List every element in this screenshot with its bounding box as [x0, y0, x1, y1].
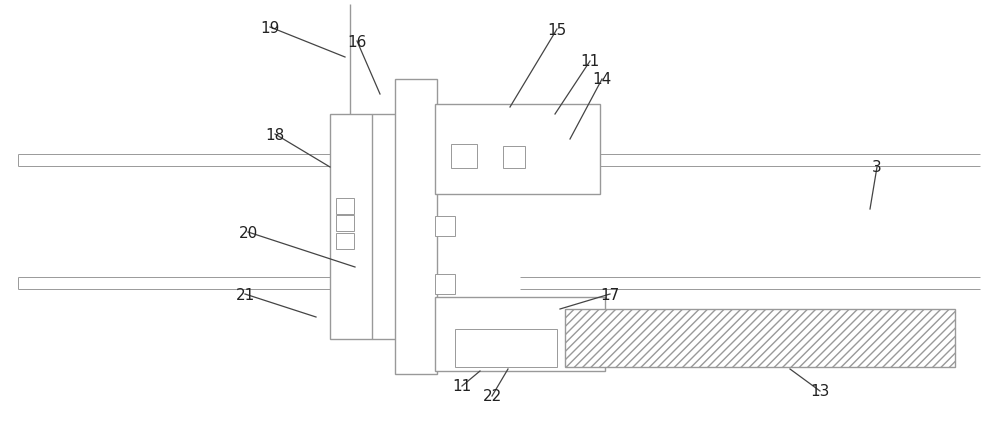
Bar	[565, 309, 955, 367]
Bar	[455, 329, 557, 367]
Text: 22: 22	[482, 389, 502, 404]
Text: 3: 3	[872, 160, 882, 175]
Bar	[336, 199, 354, 215]
Text: 11: 11	[452, 379, 472, 393]
Bar	[336, 233, 354, 249]
Text: 17: 17	[600, 287, 620, 302]
Text: 14: 14	[592, 72, 612, 87]
Bar	[336, 215, 354, 231]
Bar	[435, 105, 600, 194]
Text: 11: 11	[580, 54, 600, 69]
Text: 15: 15	[547, 22, 567, 37]
Text: 21: 21	[235, 287, 255, 302]
Bar	[451, 144, 477, 169]
Bar	[435, 274, 455, 294]
Text: 16: 16	[347, 34, 367, 49]
Bar	[435, 216, 455, 236]
Bar	[330, 115, 372, 339]
Text: 13: 13	[810, 384, 830, 399]
Text: 20: 20	[238, 225, 258, 240]
Bar	[395, 80, 437, 374]
Text: 19: 19	[260, 21, 280, 35]
Bar	[503, 147, 525, 169]
Text: 18: 18	[265, 127, 285, 142]
Bar	[435, 297, 605, 371]
